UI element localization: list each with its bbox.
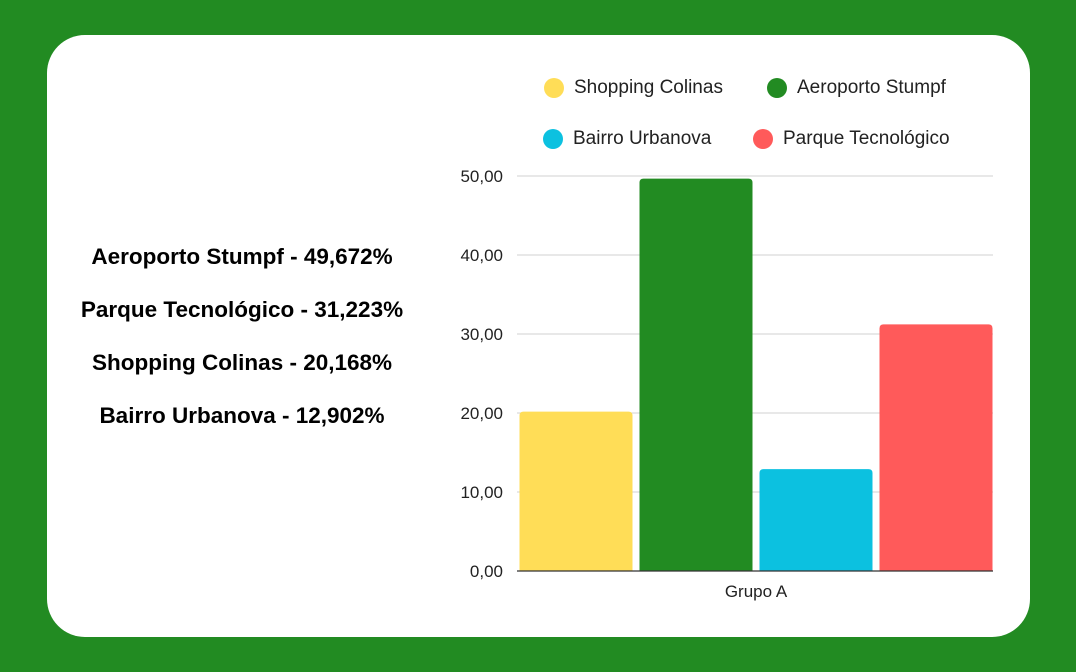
legend-label-shopping-colinas: Shopping Colinas	[574, 77, 723, 98]
y-tick-label: 50,00	[460, 167, 503, 186]
bar-shopping-colinas[interactable]	[519, 411, 633, 571]
legend-label-parque-tecnologico: Parque Tecnológico	[783, 128, 950, 149]
y-tick-label: 20,00	[460, 404, 503, 423]
x-category-label: Grupo A	[725, 582, 788, 601]
legend-item-aeroporto-stumpf[interactable]: Aeroporto Stumpf	[767, 76, 946, 100]
bar-chart: 0,00 10,00 20,00 30,00 40,00 50,00 Grupo A	[460, 167, 993, 601]
summary-line-bairro-urbanova: Bairro Urbanova - 12,902%	[99, 403, 385, 428]
summary-line-aeroporto-stumpf: Aeroporto Stumpf - 49,672%	[91, 244, 393, 269]
y-tick-label: 10,00	[460, 483, 503, 502]
legend-swatch-parque-tecnologico	[753, 129, 773, 149]
summary-line-parque-tecnologico: Parque Tecnológico - 31,223%	[80, 297, 404, 322]
bar-aeroporto-stumpf[interactable]	[639, 178, 753, 572]
legend-item-shopping-colinas[interactable]: Shopping Colinas	[544, 76, 723, 100]
y-tick-label: 0,00	[470, 562, 503, 581]
chart-card: Aeroporto Stumpf - 49,672% Parque Tecnol…	[47, 35, 1030, 637]
legend-swatch-shopping-colinas	[544, 78, 564, 98]
legend-label-aeroporto-stumpf: Aeroporto Stumpf	[797, 77, 946, 98]
y-axis-ticks: 0,00 10,00 20,00 30,00 40,00 50,00	[460, 167, 503, 581]
legend-swatch-aeroporto-stumpf	[767, 78, 787, 98]
legend-item-bairro-urbanova[interactable]: Bairro Urbanova	[543, 127, 711, 151]
bars	[519, 178, 993, 572]
x-axis: Grupo A	[517, 570, 993, 601]
summary-list: Aeroporto Stumpf - 49,672% Parque Tecnol…	[47, 235, 437, 447]
legend-swatch-bairro-urbanova	[543, 129, 563, 149]
legend-item-parque-tecnologico[interactable]: Parque Tecnológico	[753, 127, 950, 151]
y-tick-label: 40,00	[460, 246, 503, 265]
legend-label-bairro-urbanova: Bairro Urbanova	[573, 128, 712, 149]
bar-parque-tecnologico[interactable]	[879, 324, 993, 571]
summary-line-shopping-colinas: Shopping Colinas - 20,168%	[91, 350, 393, 375]
y-tick-label: 30,00	[460, 325, 503, 344]
bar-bairro-urbanova[interactable]	[759, 469, 873, 571]
